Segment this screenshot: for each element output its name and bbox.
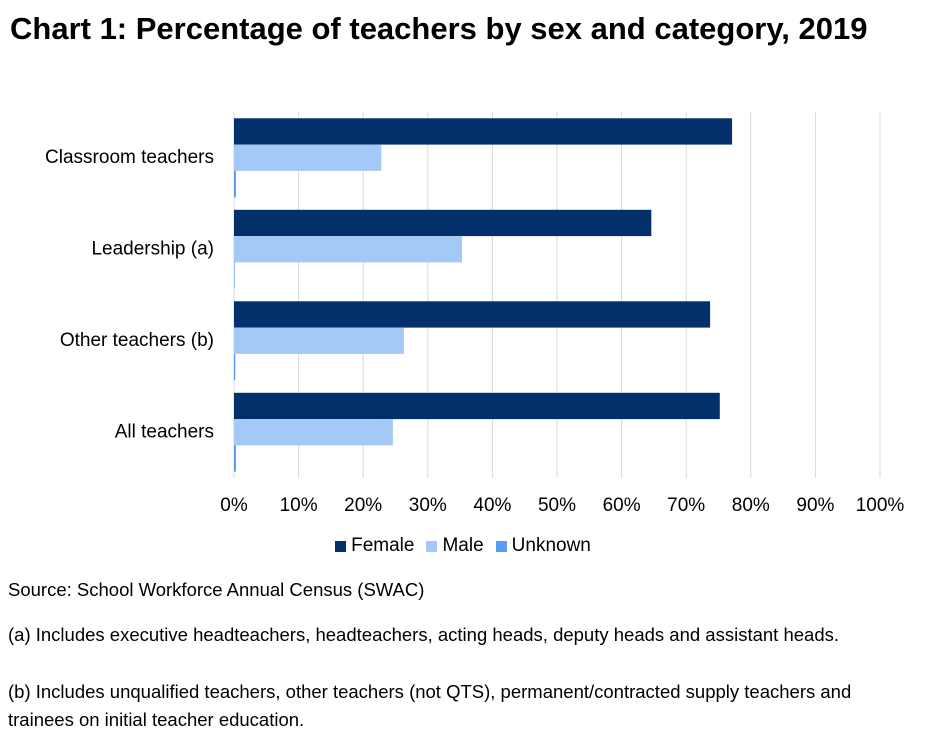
note: (b) Includes unqualified teachers, other… [8,681,852,730]
legend-item: Unknown [495,535,591,557]
bar [234,118,733,145]
legend-swatch [495,540,507,552]
bar [234,419,393,446]
bar [234,353,236,381]
bar [234,392,720,420]
x-tick-label: 50% [538,495,576,516]
y-tick-label: Other teachers (b) [60,330,214,351]
x-tick-label: 20% [344,495,382,516]
bar [234,445,236,472]
legend-swatch [335,540,347,552]
y-tick-label: All teachers [115,421,214,442]
bar [234,301,711,328]
x-tick-label: 0% [220,495,248,516]
legend-swatch [426,540,438,552]
x-tick-label: 30% [409,495,447,516]
x-tick-label: 10% [280,495,318,516]
legend: Female Male Unknown [0,535,926,557]
x-tick-label: 100% [856,495,905,516]
x-tick-label: 60% [603,495,641,516]
bar [234,327,404,354]
bar [234,209,652,237]
bar [234,236,463,263]
legend-item: Female [335,535,414,557]
y-tick-label: Classroom teachers [45,147,214,168]
legend-label: Female [351,535,415,556]
x-tick-label: 80% [732,495,770,516]
legend-label: Male [442,535,484,556]
legend-label: Unknown [511,535,591,556]
note: (a) Includes executive headteachers, hea… [8,624,839,645]
x-tick-label: 90% [796,495,834,516]
x-tick-label: 70% [667,495,705,516]
chart-title: Chart 1: Percentage of teachers by sex a… [10,11,868,46]
source: Source: School Workforce Annual Census (… [8,579,425,600]
bar [234,262,235,289]
legend-item: Male [426,535,484,557]
bar [234,144,382,171]
x-tick-label: 40% [473,495,511,516]
bar [234,170,236,198]
y-tick-label: Leadership (a) [91,238,214,259]
